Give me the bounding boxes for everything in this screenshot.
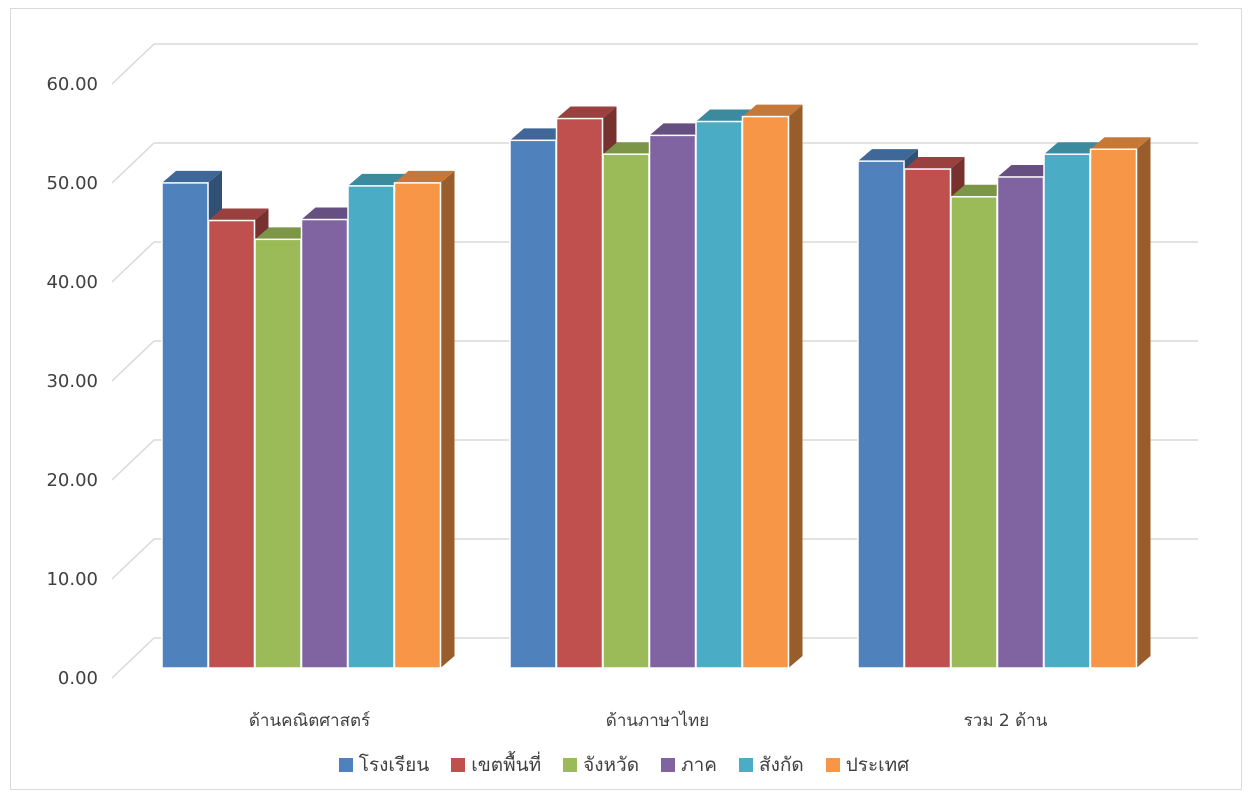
y-tick-label: 60.00 (46, 74, 98, 95)
bar-front (950, 196, 998, 669)
bar-top (556, 106, 617, 119)
bar-top (162, 170, 222, 183)
legend-label: ภาค (681, 754, 717, 776)
y-tick-label: 50.00 (46, 173, 98, 194)
gridline-diagonal (111, 142, 155, 184)
bar-front (741, 115, 790, 669)
legend-item: ประเทศ (825, 750, 910, 780)
bar-front (347, 185, 395, 669)
bar-front (509, 139, 557, 669)
bar-front (857, 160, 905, 669)
gridline-diagonal (111, 439, 155, 481)
bar-top (603, 142, 663, 155)
legend-swatch (451, 758, 466, 772)
y-tick-label: 30.00 (46, 371, 98, 392)
bar-front (207, 219, 256, 669)
bar-top (348, 173, 408, 186)
x-axis-categories: ด้านคณิตศาสตร์ ด้านภาษาไทย รวม 2 ด้าน (249, 710, 1048, 731)
legend-label: สังกัด (758, 754, 804, 776)
legend-item: จังหวัด (563, 750, 639, 780)
bar-front (602, 153, 650, 669)
bar-front (254, 238, 302, 669)
bar-front (161, 182, 209, 669)
bar-front (1043, 153, 1091, 669)
bar-top (696, 109, 756, 122)
legend-swatch (738, 758, 753, 772)
legend-swatch (338, 758, 353, 772)
legend-item: ภาค (661, 750, 717, 780)
bar-front (903, 168, 952, 669)
legend-label: เขตพื้นที่ (471, 754, 542, 776)
legend-label: โรงเรียน (358, 754, 430, 776)
bar (1089, 137, 1151, 669)
legend-swatch (661, 758, 676, 772)
legend-swatch (563, 758, 578, 772)
bar-top (997, 164, 1058, 177)
legend-item: เขตพื้นที่ (451, 750, 541, 780)
bar-top (510, 128, 570, 141)
category-label: ด้านภาษาไทย (606, 710, 709, 731)
gridline-diagonal (111, 43, 155, 85)
bar-top (649, 123, 710, 136)
bar (741, 104, 803, 669)
bar-side (440, 170, 455, 668)
legend-label: จังหวัด (583, 754, 640, 776)
bar-top (1044, 142, 1104, 155)
y-tick-label: 40.00 (46, 272, 98, 293)
bar-top (208, 208, 269, 221)
bar-top (951, 184, 1011, 197)
bars-layer (161, 104, 1151, 669)
bar-front (648, 134, 697, 669)
y-tick-label: 10.00 (46, 569, 98, 590)
bar (393, 170, 455, 669)
gridline-diagonal (111, 637, 155, 679)
legend-swatch (825, 758, 840, 772)
legend: โรงเรียน เขตพื้นที่ จังหวัด ภาค สังกัด ประเทศ (0, 750, 1248, 780)
gridline-diagonal (111, 241, 155, 283)
bar-top (394, 170, 455, 183)
gridline-diagonal (111, 538, 155, 580)
gridline-diagonal (111, 340, 155, 382)
bar-side (1136, 137, 1151, 669)
bar-top (301, 207, 362, 220)
y-axis: 0.00 10.00 20.00 30.00 40.00 50.00 60.00 (46, 74, 98, 689)
bar-front (996, 176, 1045, 669)
bar-front (393, 182, 442, 669)
bar-front (300, 218, 349, 669)
bar-side (788, 104, 803, 668)
category-label: รวม 2 ด้าน (964, 711, 1048, 731)
bar-top (858, 149, 918, 162)
bar-top (742, 104, 803, 117)
legend-label: ประเทศ (845, 754, 910, 776)
bar-top (904, 157, 965, 170)
y-tick-label: 0.00 (58, 668, 98, 689)
y-tick-label: 20.00 (46, 470, 98, 491)
bar-top (1090, 137, 1151, 150)
legend-item: โรงเรียน (338, 750, 430, 780)
bar-front (555, 117, 604, 669)
legend-item: สังกัด (738, 750, 804, 780)
bar-front (1089, 148, 1138, 669)
bar-front (695, 120, 743, 669)
category-label: ด้านคณิตศาสตร์ (249, 711, 370, 731)
bar-top (255, 227, 315, 240)
